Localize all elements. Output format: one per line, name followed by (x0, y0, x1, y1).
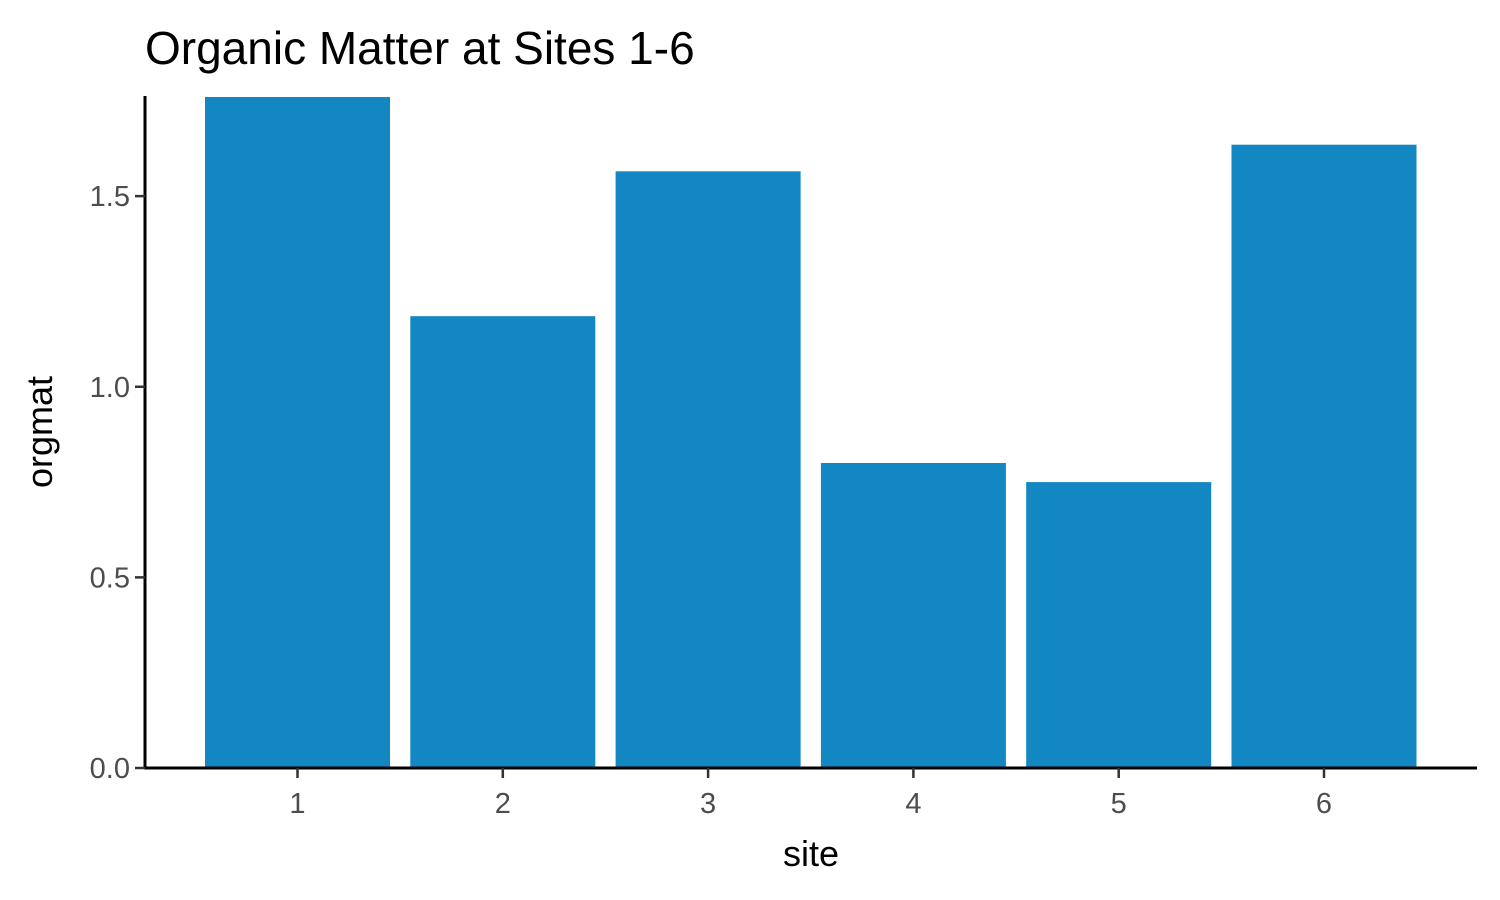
y-axis-ticks: 0.0 0.5 1.0 1.5 (90, 181, 145, 785)
x-tick-label-site-5: 5 (1111, 788, 1127, 820)
y-tick-label: 0.5 (90, 562, 130, 594)
x-tick-label-site-1: 1 (289, 788, 305, 820)
bar-site-2 (410, 316, 596, 768)
x-tick-label-site-2: 2 (495, 788, 511, 820)
y-tick-label: 1.0 (90, 372, 130, 404)
x-tick-label-site-3: 3 (700, 788, 716, 820)
y-tick-label: 0.0 (90, 753, 130, 785)
x-axis-label: site (783, 833, 839, 874)
x-axis-ticks: 1 2 3 4 5 6 (289, 768, 1332, 820)
chart-title: Organic Matter at Sites 1-6 (145, 22, 695, 74)
bar-site-1 (205, 97, 390, 768)
bar-site-3 (615, 171, 801, 769)
bars-group (205, 97, 1417, 769)
bar-site-6 (1231, 144, 1417, 768)
y-tick-label: 1.5 (90, 181, 130, 213)
bar-site-5 (1026, 482, 1212, 768)
x-tick-label-site-4: 4 (905, 788, 921, 820)
bar-site-4 (820, 463, 1006, 768)
y-axis-label: orgmat (19, 376, 60, 488)
x-tick-label-site-6: 6 (1316, 788, 1332, 820)
